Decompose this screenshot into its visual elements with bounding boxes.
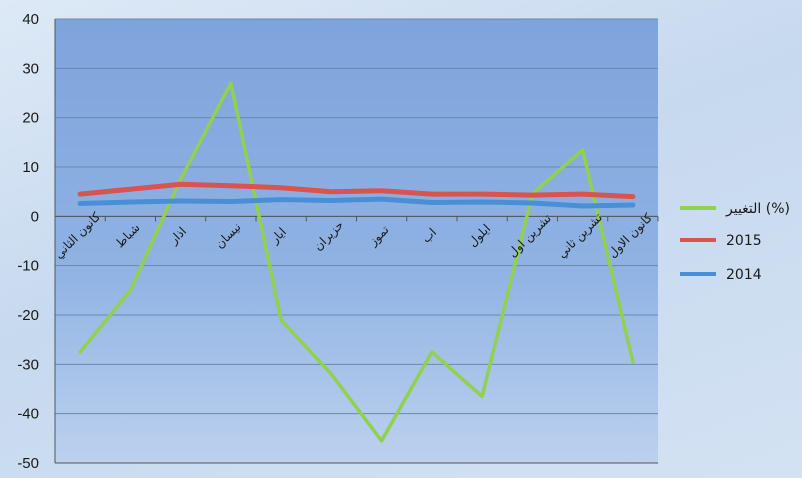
legend-label: 2014 <box>726 267 762 283</box>
legend: التغيير (%) 2015 2014 <box>680 201 790 283</box>
axes <box>54 19 659 464</box>
series-line-0 <box>78 81 635 443</box>
series-lines <box>77 81 636 443</box>
y-tick-labels: 40 30 20 10 0 -10 -20 -30 -40 -50 <box>17 11 39 472</box>
series-line-2 <box>77 196 636 209</box>
gridlines <box>55 18 658 415</box>
y-tick-label: 0 <box>31 208 39 225</box>
legend-label: التغيير (%) <box>725 201 790 217</box>
legend-label: 2015 <box>726 233 762 249</box>
y-tick-label: -50 <box>17 455 39 472</box>
y-tick-label: 40 <box>22 11 39 28</box>
y-tick-label: -10 <box>17 258 39 275</box>
y-tick-label: -20 <box>17 307 39 324</box>
plot-area <box>55 19 658 463</box>
series-line-1 <box>77 181 636 200</box>
y-tick-label: -30 <box>17 356 39 373</box>
y-tick-label: -40 <box>17 406 39 423</box>
y-tick-label: 30 <box>22 60 39 77</box>
y-tick-label: 20 <box>22 110 39 127</box>
y-tick-label: 10 <box>22 159 39 176</box>
